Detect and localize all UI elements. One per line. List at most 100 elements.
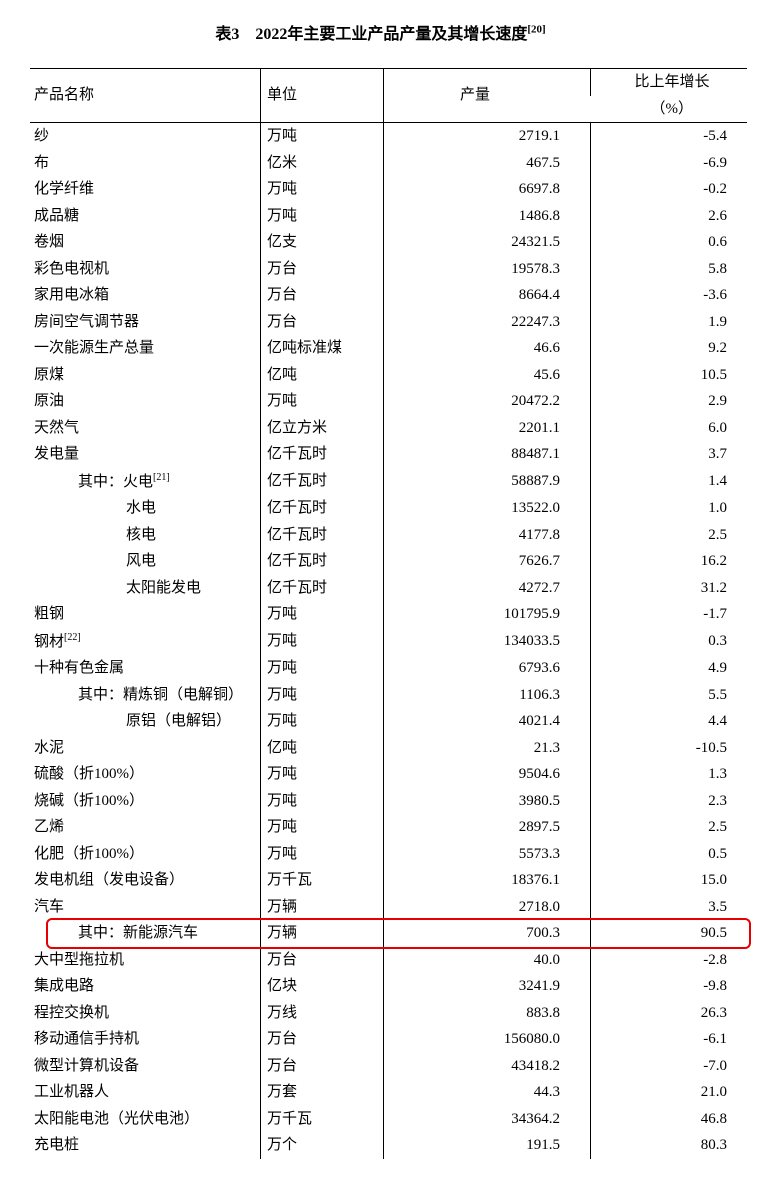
cell-growth: 0.5 bbox=[591, 841, 748, 868]
cell-growth: 6.0 bbox=[591, 415, 748, 442]
table-title: 表3 2022年主要工业产品产量及其增长速度[20] bbox=[30, 20, 731, 44]
cell-output: 1106.3 bbox=[384, 682, 591, 709]
cell-name: 水电 bbox=[30, 495, 261, 522]
table-row: 纱万吨2719.1-5.4 bbox=[30, 123, 747, 150]
cell-name: 家用电冰箱 bbox=[30, 282, 261, 309]
cell-output: 18376.1 bbox=[384, 867, 591, 894]
table-row: 家用电冰箱万台8664.4-3.6 bbox=[30, 282, 747, 309]
cell-output: 20472.2 bbox=[384, 388, 591, 415]
cell-unit: 万吨 bbox=[261, 203, 384, 230]
cell-unit: 万台 bbox=[261, 1053, 384, 1080]
cell-output: 6697.8 bbox=[384, 176, 591, 203]
cell-output: 4177.8 bbox=[384, 522, 591, 549]
cell-output: 156080.0 bbox=[384, 1026, 591, 1053]
cell-name: 硫酸（折100%） bbox=[30, 761, 261, 788]
cell-unit: 亿吨 bbox=[261, 362, 384, 389]
table-row: 化肥（折100%）万吨5573.30.5 bbox=[30, 841, 747, 868]
cell-growth: 2.9 bbox=[591, 388, 748, 415]
cell-output: 40.0 bbox=[384, 947, 591, 974]
cell-unit: 万台 bbox=[261, 309, 384, 336]
cell-name: 原煤 bbox=[30, 362, 261, 389]
cell-growth: 80.3 bbox=[591, 1132, 748, 1159]
cell-output: 2719.1 bbox=[384, 123, 591, 150]
cell-name: 微型计算机设备 bbox=[30, 1053, 261, 1080]
cell-output: 24321.5 bbox=[384, 229, 591, 256]
cell-name: 风电 bbox=[30, 548, 261, 575]
cell-growth: -3.6 bbox=[591, 282, 748, 309]
cell-growth: 0.3 bbox=[591, 628, 748, 656]
cell-output: 134033.5 bbox=[384, 628, 591, 656]
cell-unit: 亿立方米 bbox=[261, 415, 384, 442]
table-row: 微型计算机设备万台43418.2-7.0 bbox=[30, 1053, 747, 1080]
table-row: 太阳能发电亿千瓦时4272.731.2 bbox=[30, 575, 747, 602]
cell-unit: 亿支 bbox=[261, 229, 384, 256]
table-row: 水泥亿吨21.3-10.5 bbox=[30, 735, 747, 762]
cell-output: 1486.8 bbox=[384, 203, 591, 230]
table-row: 其中：精炼铜（电解铜）万吨1106.35.5 bbox=[30, 682, 747, 709]
cell-output: 2897.5 bbox=[384, 814, 591, 841]
cell-unit: 万吨 bbox=[261, 708, 384, 735]
cell-unit: 亿吨 bbox=[261, 735, 384, 762]
cell-unit: 亿块 bbox=[261, 973, 384, 1000]
table-row: 一次能源生产总量亿吨标准煤46.69.2 bbox=[30, 335, 747, 362]
table-row: 彩色电视机万台19578.35.8 bbox=[30, 256, 747, 283]
cell-unit: 万线 bbox=[261, 1000, 384, 1027]
cell-name: 成品糖 bbox=[30, 203, 261, 230]
cell-output: 467.5 bbox=[384, 150, 591, 177]
col-header-output: 产量 bbox=[384, 69, 591, 123]
cell-growth: 31.2 bbox=[591, 575, 748, 602]
cell-unit: 亿千瓦时 bbox=[261, 575, 384, 602]
cell-growth: -0.2 bbox=[591, 176, 748, 203]
cell-name: 太阳能电池（光伏电池） bbox=[30, 1106, 261, 1133]
table-body: 纱万吨2719.1-5.4布亿米467.5-6.9化学纤维万吨6697.8-0.… bbox=[30, 123, 747, 1159]
table-row: 卷烟亿支24321.50.6 bbox=[30, 229, 747, 256]
cell-output: 13522.0 bbox=[384, 495, 591, 522]
cell-growth: 5.5 bbox=[591, 682, 748, 709]
cell-growth: 2.3 bbox=[591, 788, 748, 815]
cell-name: 程控交换机 bbox=[30, 1000, 261, 1027]
cell-unit: 万吨 bbox=[261, 176, 384, 203]
cell-name: 烧碱（折100%） bbox=[30, 788, 261, 815]
cell-output: 2201.1 bbox=[384, 415, 591, 442]
cell-growth: 9.2 bbox=[591, 335, 748, 362]
cell-name: 卷烟 bbox=[30, 229, 261, 256]
cell-output: 19578.3 bbox=[384, 256, 591, 283]
table-row: 风电亿千瓦时7626.716.2 bbox=[30, 548, 747, 575]
cell-output: 3241.9 bbox=[384, 973, 591, 1000]
cell-growth: -6.1 bbox=[591, 1026, 748, 1053]
table-row: 成品糖万吨1486.82.6 bbox=[30, 203, 747, 230]
cell-name: 纱 bbox=[30, 123, 261, 150]
cell-unit: 万台 bbox=[261, 947, 384, 974]
cell-output: 8664.4 bbox=[384, 282, 591, 309]
cell-output: 58887.9 bbox=[384, 468, 591, 496]
cell-unit: 万台 bbox=[261, 1026, 384, 1053]
cell-growth: 10.5 bbox=[591, 362, 748, 389]
cell-unit: 万吨 bbox=[261, 628, 384, 656]
cell-growth: -7.0 bbox=[591, 1053, 748, 1080]
table-row: 硫酸（折100%）万吨9504.61.3 bbox=[30, 761, 747, 788]
cell-name: 钢材[22] bbox=[30, 628, 261, 656]
cell-output: 883.8 bbox=[384, 1000, 591, 1027]
col-header-unit: 单位 bbox=[261, 69, 384, 123]
cell-growth: 90.5 bbox=[591, 920, 748, 947]
cell-growth: 1.0 bbox=[591, 495, 748, 522]
cell-name: 天然气 bbox=[30, 415, 261, 442]
cell-unit: 万吨 bbox=[261, 655, 384, 682]
table-row: 汽车万辆2718.03.5 bbox=[30, 894, 747, 921]
col-header-name: 产品名称 bbox=[30, 69, 261, 123]
cell-name: 移动通信手持机 bbox=[30, 1026, 261, 1053]
cell-growth: -1.7 bbox=[591, 601, 748, 628]
cell-unit: 万辆 bbox=[261, 920, 384, 947]
cell-unit: 亿米 bbox=[261, 150, 384, 177]
cell-name: 原铝（电解铝） bbox=[30, 708, 261, 735]
table-row: 化学纤维万吨6697.8-0.2 bbox=[30, 176, 747, 203]
table-row: 房间空气调节器万台22247.31.9 bbox=[30, 309, 747, 336]
cell-growth: -9.8 bbox=[591, 973, 748, 1000]
table-row: 太阳能电池（光伏电池）万千瓦34364.246.8 bbox=[30, 1106, 747, 1133]
cell-name: 十种有色金属 bbox=[30, 655, 261, 682]
table-row: 烧碱（折100%）万吨3980.52.3 bbox=[30, 788, 747, 815]
cell-name: 其中：精炼铜（电解铜） bbox=[30, 682, 261, 709]
cell-output: 44.3 bbox=[384, 1079, 591, 1106]
cell-unit: 万吨 bbox=[261, 761, 384, 788]
cell-unit: 亿千瓦时 bbox=[261, 548, 384, 575]
